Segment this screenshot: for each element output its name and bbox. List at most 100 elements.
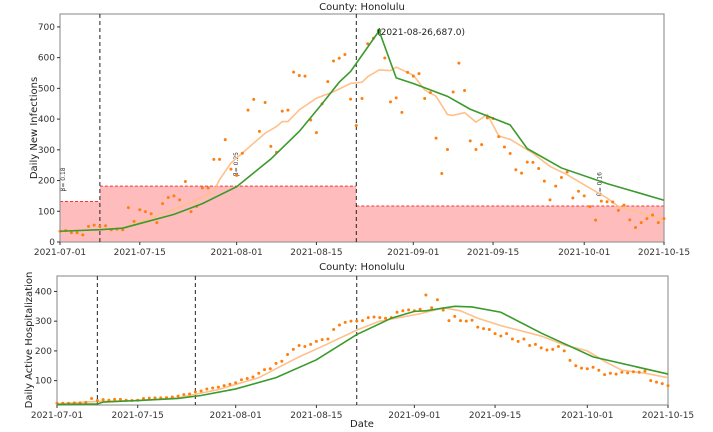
- observed-point: [81, 233, 85, 237]
- observed-point: [418, 307, 422, 311]
- observed-point: [297, 73, 301, 77]
- observed-point: [574, 364, 578, 368]
- observed-point: [464, 319, 468, 323]
- observed-point: [447, 319, 451, 323]
- observed-point: [634, 226, 638, 230]
- observed-point: [286, 352, 290, 356]
- beta-label: β= 0.18: [60, 167, 67, 191]
- observed-point: [580, 366, 584, 370]
- observed-point: [246, 108, 250, 112]
- observed-point: [309, 342, 313, 346]
- observed-point: [252, 97, 256, 101]
- observed-point: [172, 194, 176, 198]
- observed-point: [440, 171, 444, 175]
- bottom-x-axis-label: Date: [350, 419, 374, 430]
- x-tick-label: 2021-08-15: [290, 411, 342, 421]
- x-tick-label: 2021-10-01: [558, 248, 610, 258]
- observed-point: [400, 110, 404, 114]
- observed-point: [395, 310, 399, 314]
- observed-point: [603, 373, 607, 377]
- observed-point: [263, 100, 267, 104]
- observed-point: [170, 395, 174, 399]
- y-tick-label: 300: [38, 146, 55, 156]
- observed-point: [222, 384, 226, 388]
- observed-point: [599, 199, 603, 203]
- y-tick-label: 100: [38, 207, 55, 217]
- x-tick-label: 2021-08-01: [210, 411, 262, 421]
- beta-region: [356, 206, 664, 242]
- observed-point: [149, 212, 153, 216]
- observed-point: [206, 186, 210, 190]
- observed-point: [631, 370, 635, 374]
- observed-point: [200, 186, 204, 190]
- observed-point: [406, 70, 410, 74]
- model-line: [56, 305, 669, 406]
- observed-point: [487, 328, 491, 332]
- peak-marker: [376, 28, 382, 34]
- observed-point: [218, 157, 222, 161]
- observed-point: [199, 389, 203, 393]
- observed-point: [303, 74, 307, 78]
- observed-point: [343, 320, 347, 324]
- observed-point: [216, 385, 220, 389]
- observed-point: [280, 109, 284, 113]
- observed-point: [520, 171, 524, 175]
- observed-point: [514, 168, 518, 172]
- observed-point: [118, 397, 122, 401]
- observed-point: [457, 61, 461, 65]
- observed-point: [628, 218, 632, 222]
- bottom-y-axis-label: Daily Active Hospitalization: [24, 272, 35, 409]
- observed-point: [366, 316, 370, 320]
- observed-point: [458, 319, 462, 323]
- observed-point: [269, 144, 273, 148]
- observed-point: [594, 218, 598, 222]
- observed-point: [441, 308, 445, 312]
- observed-point: [643, 369, 647, 373]
- observed-point: [189, 210, 193, 214]
- observed-point: [626, 371, 630, 375]
- observed-point: [577, 189, 581, 193]
- x-tick-label: 2021-07-01: [34, 248, 86, 258]
- observed-point: [451, 90, 455, 94]
- observed-point: [292, 70, 296, 74]
- observed-point: [417, 72, 421, 76]
- observed-point: [559, 175, 563, 179]
- observed-point: [223, 138, 227, 142]
- observed-point: [84, 400, 88, 404]
- observed-point: [468, 139, 472, 143]
- observed-point: [251, 375, 255, 379]
- observed-point: [542, 179, 546, 183]
- observed-point: [445, 148, 449, 152]
- observed-point: [383, 56, 387, 60]
- observed-point: [637, 370, 641, 374]
- observed-point: [235, 173, 239, 177]
- observed-point: [360, 97, 364, 101]
- y-tick-label: 0: [49, 238, 55, 248]
- observed-point: [291, 347, 295, 351]
- observed-point: [656, 221, 660, 225]
- observed-point: [326, 80, 330, 84]
- observed-point: [614, 372, 618, 376]
- observed-point: [286, 108, 290, 112]
- observed-point: [98, 224, 102, 228]
- observed-point: [245, 377, 249, 381]
- beta-region: [99, 186, 357, 242]
- x-tick-label: 2021-08-15: [290, 248, 342, 258]
- observed-point: [141, 396, 145, 400]
- observed-point: [257, 371, 261, 375]
- observed-point: [388, 100, 392, 104]
- x-tick-label: 2021-07-01: [31, 411, 83, 421]
- observed-point: [508, 152, 512, 156]
- observed-point: [591, 365, 595, 369]
- observed-point: [525, 160, 529, 164]
- observed-point: [582, 194, 586, 198]
- observed-point: [337, 56, 341, 60]
- observed-point: [268, 367, 272, 371]
- observed-point: [411, 74, 415, 78]
- observed-point: [101, 398, 105, 402]
- x-tick-label: 2021-07-15: [114, 248, 166, 258]
- observed-point: [349, 97, 353, 101]
- observed-point: [539, 346, 543, 350]
- observed-point: [565, 170, 569, 174]
